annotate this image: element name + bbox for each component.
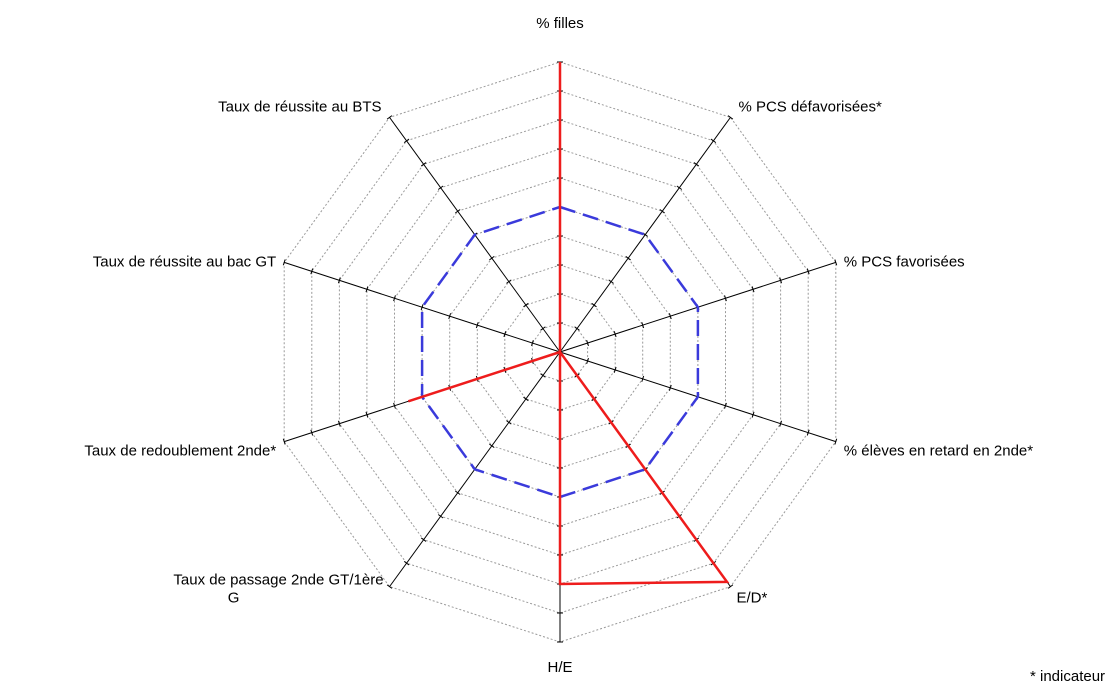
axis-tick [574,326,580,331]
axis-tick [420,162,427,167]
axis-label: % élèves en retard en 2nde* [844,443,1033,460]
axis-tick [834,438,838,445]
axis-tick [475,322,479,329]
axis-tick [540,326,546,331]
grid-ring [366,148,754,556]
axis-tick [455,490,461,495]
axis-tick [724,402,727,409]
axis-tick [531,340,534,347]
axis-tick [420,537,427,542]
axis-tick [489,255,495,261]
axis-tick [625,255,631,261]
axis-tick [403,560,410,566]
axis-tick [337,420,341,427]
axis-tick [641,375,645,382]
axis-tick [365,286,369,293]
axis-tick [659,209,665,214]
axis-tick [393,295,396,302]
axis-tick [668,384,672,391]
axis-label: E/D* [736,590,767,607]
axis-tick [437,514,444,519]
grid-ring [311,90,809,614]
axis-label: Taux de réussite au BTS [218,98,381,115]
axis-tick [779,420,783,427]
axis-label: % PCS favorisées [844,253,965,270]
axis-tick [503,331,507,338]
axis-tick [641,322,645,329]
axis-tick [455,209,461,214]
axis-tick [310,268,314,275]
axis-tick [393,402,396,409]
axis-tick [506,279,512,284]
radar-axis-labels: % filles % PCS défavorisées* % PCS favoris… [84,15,1033,676]
axis-tick [727,584,734,589]
axis-tick [834,259,838,266]
axis-tick [591,302,597,308]
axis-tick [386,584,393,589]
axis-tick [727,115,734,120]
axis-tick [668,313,672,320]
series-2-polygon [407,62,730,586]
axis-tick [613,366,617,373]
axis-tick [310,429,314,436]
axis-tick [523,302,529,308]
axis-tick [523,396,529,402]
axis-tick [386,115,393,120]
axis-tick [751,286,755,293]
axis-tick [448,313,452,320]
axis-tick [693,162,700,167]
axis-tick [779,277,783,284]
axis-tick [337,277,341,284]
axis-tick [710,138,717,144]
axis-label: Taux de redoublement 2nde* [84,443,276,460]
axis-label: Taux de réussite au bac GT [93,253,276,270]
axis-label: % filles [536,15,584,32]
axis-label: % PCS défavorisées* [738,98,882,115]
axis-tick [282,438,286,445]
axis-label: H/E [547,659,572,676]
axis-tick [437,185,444,190]
axis-tick [489,443,495,449]
axis-tick [613,331,617,338]
axis-tick [403,138,410,144]
axis-tick [724,295,727,302]
axis-tick [608,279,614,284]
radar-series [407,61,730,586]
axis-tick [806,429,810,436]
axis-tick [540,373,546,378]
axis-tick [751,411,755,418]
axis-label: Taux de passage 2nde GT/1ère G [173,572,383,607]
axis-tick [586,357,589,364]
axis-tick [676,185,683,190]
axis-tick [806,268,810,275]
axis-tick [506,420,512,425]
footnote: * indicateur [1030,668,1106,685]
grid-ring [449,235,671,469]
axis-tick [586,340,589,347]
axis-tick [365,411,369,418]
axis-tick [282,259,286,266]
series-1-polygon [420,205,700,499]
